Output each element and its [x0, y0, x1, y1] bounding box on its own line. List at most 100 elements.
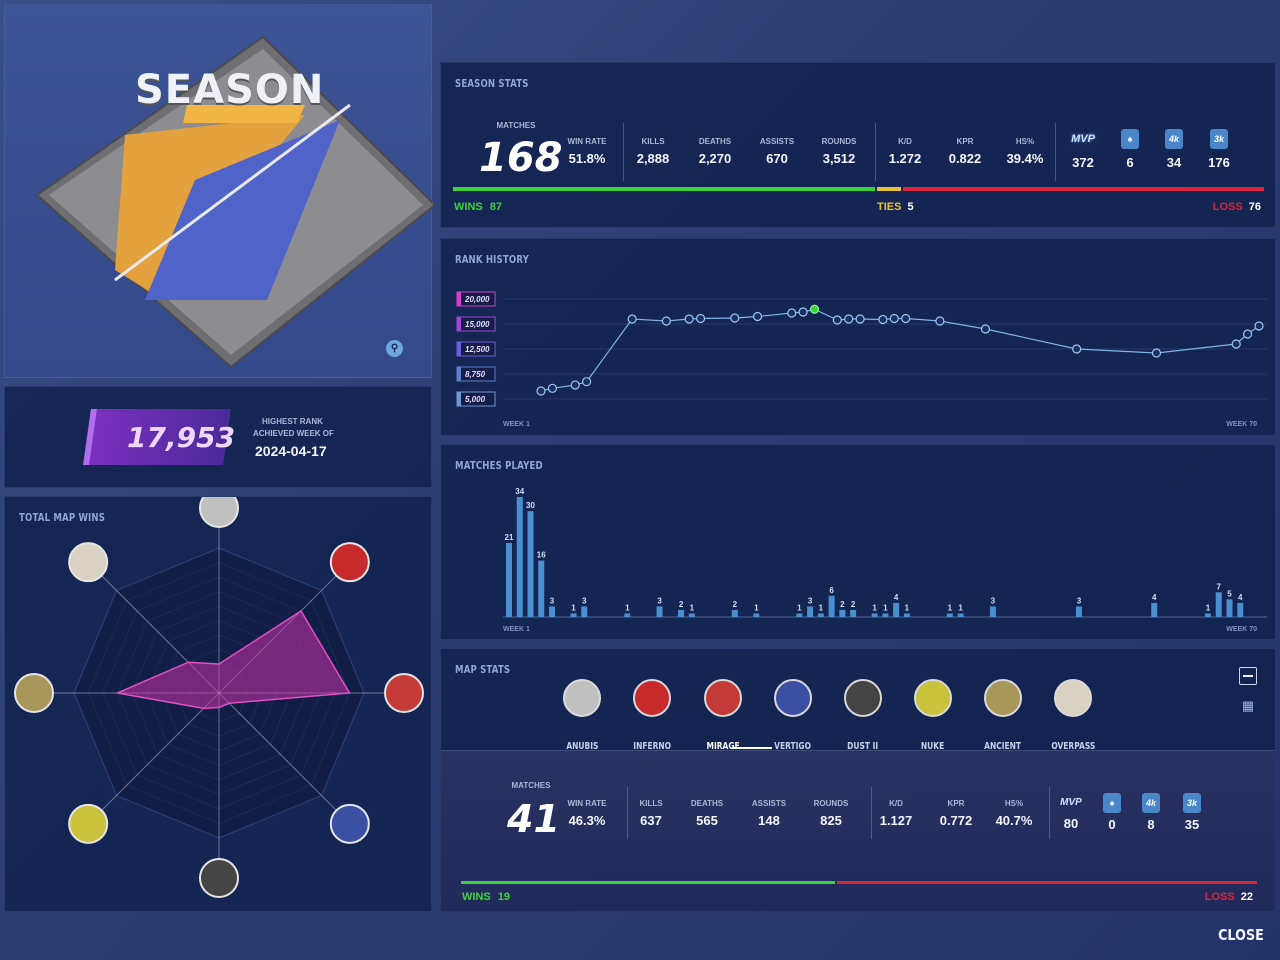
rank-point[interactable]	[536, 386, 546, 396]
matches-bar[interactable]	[903, 613, 910, 617]
map-loss-value: 22	[1240, 891, 1253, 903]
matches-bar[interactable]	[1215, 592, 1222, 617]
matches-bar[interactable]	[1151, 602, 1158, 617]
rank-point[interactable]	[798, 307, 808, 317]
season-stat-label: HS%	[1015, 137, 1035, 146]
matches-bar[interactable]	[624, 613, 631, 617]
matches-bar[interactable]	[1204, 613, 1211, 617]
matches-bar[interactable]	[549, 606, 556, 617]
matches-bar[interactable]	[957, 613, 964, 617]
inspect-icon[interactable]: ⚲	[386, 340, 403, 357]
rank-point[interactable]	[878, 314, 888, 325]
matches-bar-label: 3	[991, 596, 996, 605]
matches-bar[interactable]	[656, 606, 663, 617]
matches-bar[interactable]	[678, 609, 685, 617]
matches-bar[interactable]	[1226, 599, 1233, 617]
wins-bar	[453, 187, 875, 191]
matches-bar[interactable]	[527, 511, 534, 617]
season-stat-label: KILLS	[641, 137, 665, 146]
matches-bar-label: 1	[948, 603, 953, 612]
rank-point[interactable]	[889, 313, 899, 324]
matches-bar[interactable]	[807, 606, 814, 617]
matches-bar[interactable]	[946, 613, 953, 617]
matches-bar-label: 3	[808, 596, 813, 605]
matches-bar[interactable]	[989, 606, 996, 617]
rank-point[interactable]	[855, 314, 865, 324]
rank-point[interactable]	[832, 315, 842, 325]
rank-point[interactable]	[661, 316, 671, 326]
map-tab-label: ANUBIS	[565, 741, 599, 752]
matches-bar-label: 3	[550, 596, 555, 605]
tab-map-0[interactable]: ANUBIS	[552, 679, 612, 754]
matches-bar[interactable]	[850, 609, 857, 617]
matches-bar[interactable]	[581, 606, 588, 617]
matches-bar-label: 4	[1238, 593, 1243, 602]
rank-point[interactable]	[1254, 321, 1264, 331]
matches-bar[interactable]	[882, 613, 889, 617]
tier-stripe	[457, 342, 461, 356]
rank-point[interactable]	[627, 314, 637, 324]
matches-bar-label: 30	[526, 501, 535, 510]
matches-bar[interactable]	[506, 542, 512, 617]
map-tabs-divider	[441, 750, 1275, 751]
matches-bar-label: 1	[690, 603, 695, 612]
rank-point[interactable]	[844, 314, 854, 324]
rank-history-title: RANK HISTORY	[455, 253, 529, 266]
rank-point[interactable]	[730, 313, 740, 323]
tab-map-4[interactable]: DUST II	[833, 679, 893, 754]
rank-point[interactable]	[980, 324, 991, 334]
ace-value: 6	[1126, 155, 1134, 170]
rank-point[interactable]	[570, 380, 580, 390]
matches-bar-label: 34	[515, 487, 524, 496]
list-view-button[interactable]	[1239, 667, 1257, 685]
matches-bar[interactable]	[570, 613, 577, 617]
matches-bar-label: 21	[505, 533, 514, 542]
matches-bar[interactable]	[731, 609, 738, 617]
rank-point[interactable]	[1243, 329, 1253, 339]
matches-bar[interactable]	[753, 613, 760, 617]
matches-bar-label: 4	[1152, 593, 1157, 602]
rank-point[interactable]	[695, 313, 706, 324]
tab-map-2[interactable]: MIRAGE	[693, 679, 753, 754]
rank-point[interactable]	[581, 377, 592, 387]
rank-point[interactable]	[809, 304, 820, 314]
tab-map-3[interactable]: VERTIGO	[763, 679, 823, 754]
matches-bar[interactable]	[516, 497, 523, 617]
rank-point[interactable]	[547, 383, 557, 393]
rank-point[interactable]	[1072, 344, 1082, 354]
rank-history-chart: 20,000 15,000 12,500 8,750 5,000	[456, 291, 1267, 407]
tab-map-5[interactable]: NUKE	[903, 679, 963, 754]
anubis-map-icon	[199, 497, 239, 528]
tab-map-7[interactable]: OVERPASS	[1043, 679, 1103, 754]
rank-point[interactable]	[684, 314, 694, 324]
rank-point[interactable]	[935, 316, 945, 326]
season-stat-label: DEATHS	[698, 137, 732, 146]
close-button[interactable]: CLOSE	[1218, 926, 1264, 944]
map-stat-value: 40.7%	[995, 813, 1033, 828]
matches-bar[interactable]	[828, 595, 835, 617]
matches-bar[interactable]	[688, 613, 695, 617]
matches-bar[interactable]	[893, 602, 900, 617]
tab-map-1[interactable]: INFERNO	[622, 679, 682, 754]
rank-point[interactable]	[752, 311, 763, 322]
rank-point[interactable]	[1151, 348, 1162, 358]
matches-bar[interactable]	[1075, 606, 1082, 617]
tab-map-6[interactable]: ANCIENT	[973, 679, 1033, 754]
grid-view-button[interactable]: ▦	[1241, 698, 1255, 713]
matches-bar[interactable]	[839, 609, 846, 617]
matches-bar-label: 3	[582, 596, 587, 605]
rank-history-x-start: WEEK 1	[503, 421, 530, 428]
rank-point[interactable]	[901, 313, 911, 324]
matches-bar[interactable]	[796, 613, 803, 617]
matches-bar[interactable]	[1237, 602, 1244, 617]
matches-bar[interactable]	[538, 560, 545, 617]
matches-bar-label: 1	[754, 603, 759, 612]
matches-bar[interactable]	[871, 613, 878, 617]
rank-point[interactable]	[1231, 339, 1241, 349]
season-stat-value: 39.4%	[1006, 151, 1044, 166]
matches-bar-label: 1	[958, 603, 963, 612]
3k-value: 176	[1208, 155, 1230, 170]
season-stat-value: 51.8%	[568, 151, 606, 166]
rank-point[interactable]	[787, 308, 797, 318]
matches-bar[interactable]	[817, 613, 824, 617]
